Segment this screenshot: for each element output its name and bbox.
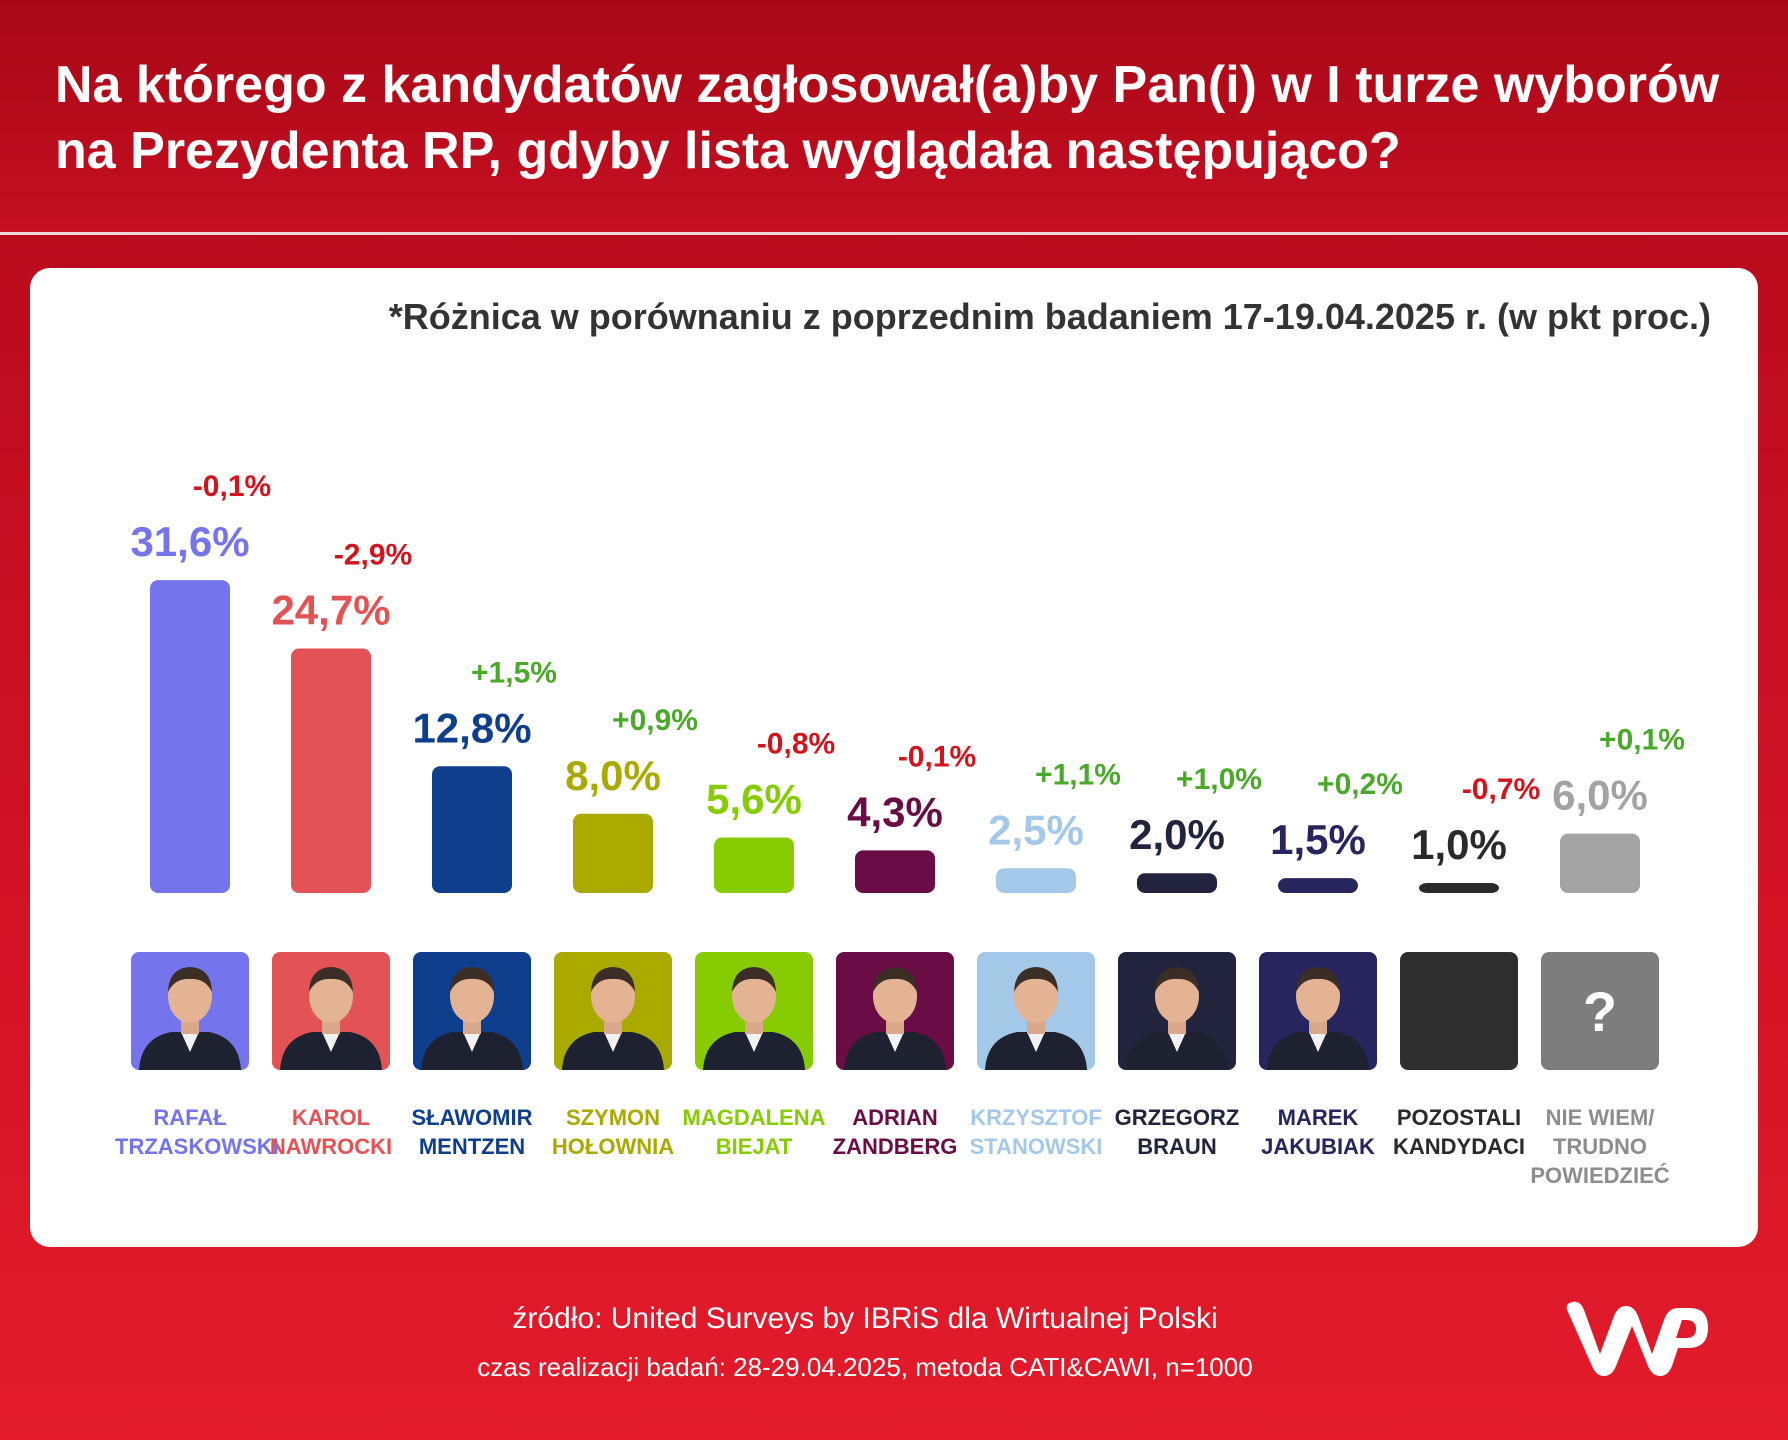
value-label: 4,3%: [847, 788, 943, 835]
change-label: -0,8%: [757, 728, 835, 761]
change-label: -2,9%: [334, 538, 412, 571]
bar: [1419, 883, 1499, 893]
value-label: 1,0%: [1411, 821, 1507, 868]
bar: [1560, 833, 1640, 893]
person-photo-icon: [836, 952, 954, 1070]
comparison-note: *Różnica w porównaniu z poprzednim badan…: [388, 296, 1711, 337]
candidate-label: MAREK JAKUBIAK: [1261, 1105, 1375, 1159]
value-label: 31,6%: [130, 518, 249, 565]
person-photo-icon: [1118, 952, 1236, 1070]
person-photo-icon: [1259, 952, 1377, 1070]
bar: [1278, 878, 1358, 893]
person-photo-icon: [131, 952, 249, 1070]
change-label: +1,1%: [1035, 758, 1121, 791]
person-photo-icon: [554, 952, 672, 1070]
value-label: 2,0%: [1129, 811, 1225, 858]
value-label: 5,6%: [706, 776, 802, 823]
value-label: 2,5%: [988, 806, 1084, 853]
chart-panel: *Różnica w porównaniu z poprzednim badan…: [30, 268, 1758, 1247]
question-mark-symbol: ?: [1582, 979, 1618, 1043]
candidate-label: NIE WIEM/ TRUDNO POWIEDZIEĆ: [1530, 1105, 1670, 1188]
candidate-label: POZOSTALI KANDYDACI: [1393, 1105, 1525, 1159]
value-label: 8,0%: [565, 752, 661, 799]
wp-logo-icon: [1560, 1290, 1710, 1390]
change-label: -0,1%: [193, 470, 271, 503]
blank-square-icon: [1400, 952, 1518, 1070]
candidate-label: SŁAWOMIR MENTZEN: [411, 1105, 533, 1159]
change-label: -0,1%: [898, 740, 976, 773]
person-photo-icon: [695, 952, 813, 1070]
value-label: 1,5%: [1270, 816, 1366, 863]
change-label: +0,1%: [1599, 724, 1685, 757]
page-title: Na którego z kandydatów zagłosował(a)by …: [55, 56, 1720, 180]
method-text: czas realizacji badań: 28-29.04.2025, me…: [477, 1352, 1253, 1382]
person-photo-icon: [272, 952, 390, 1070]
question-mark-icon: ?: [1541, 952, 1659, 1070]
candidate-label: MAGDALENA BIEJAT: [682, 1105, 826, 1159]
value-label: 24,7%: [271, 586, 390, 633]
source-text: źródło: United Surveys by IBRiS dla Wirt…: [512, 1302, 1218, 1335]
candidate-label: KRZYSZTOF STANOWSKI: [969, 1105, 1103, 1159]
change-label: +1,5%: [471, 656, 557, 689]
value-label: 6,0%: [1552, 772, 1648, 819]
bar: [855, 850, 935, 893]
candidate-label: ADRIAN ZANDBERG: [832, 1105, 958, 1159]
value-label: 12,8%: [412, 704, 531, 751]
candidate-label: GRZEGORZ BRAUN: [1114, 1105, 1240, 1159]
bar: [432, 766, 512, 893]
change-label: -0,7%: [1462, 773, 1540, 806]
bar: [291, 648, 371, 893]
bar: [150, 580, 230, 893]
bar-chart: 31,6% -0,1% 24,7% -2,9% 12,8% +1,5% 8,0% +0,9% 5…: [130, 470, 1685, 893]
candidate-label: SZYMON HOŁOWNIA: [551, 1105, 675, 1159]
bar: [714, 837, 794, 893]
bar: [1137, 873, 1217, 893]
change-label: +1,0%: [1176, 763, 1262, 796]
change-label: +0,2%: [1317, 768, 1403, 801]
bar: [573, 813, 653, 893]
candidate-label: KAROL NAWROCKI: [269, 1105, 393, 1159]
bar: [996, 868, 1076, 893]
candidate-label: RAFAŁ TRZASKOWSKI: [115, 1105, 279, 1159]
header-banner: Na którego z kandydatów zagłosował(a)by …: [0, 0, 1788, 232]
person-photo-icon: [977, 952, 1095, 1070]
change-label: +0,9%: [612, 704, 698, 737]
person-photo-icon: [413, 952, 531, 1070]
header-divider: [0, 232, 1788, 235]
